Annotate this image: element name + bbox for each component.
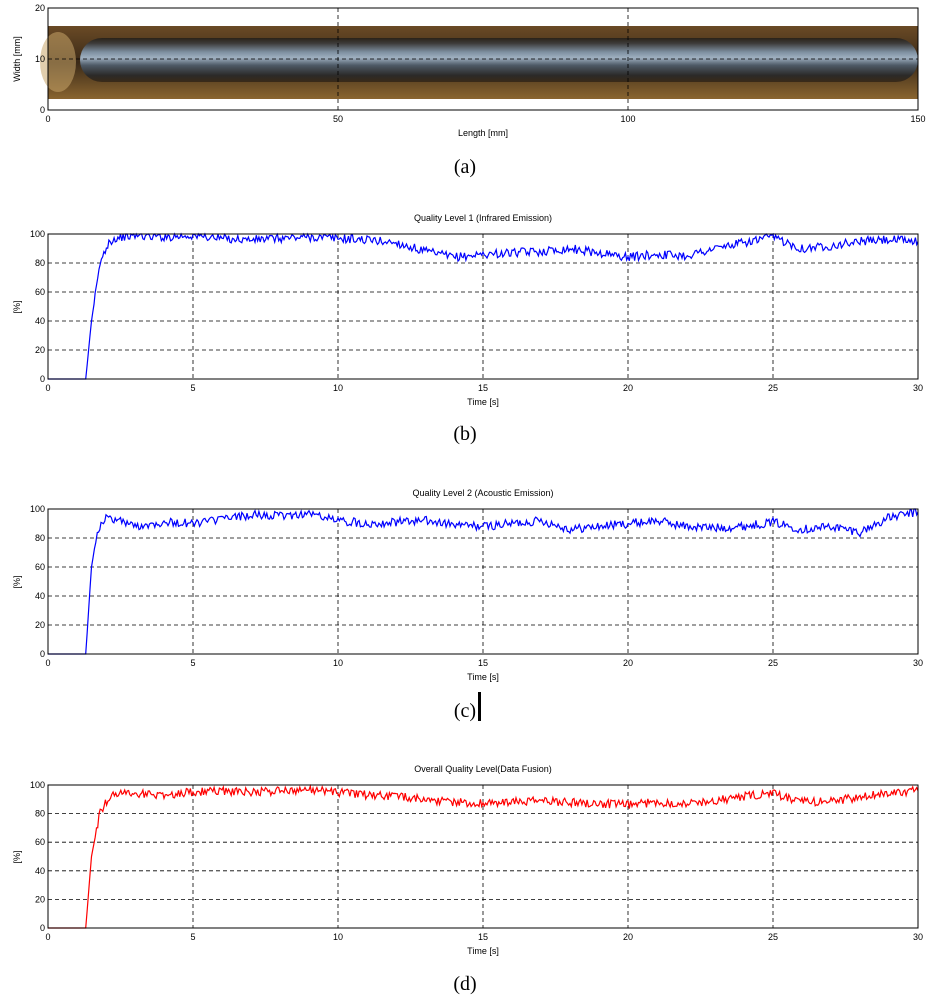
- x-tick-label: 20: [623, 658, 633, 668]
- caption-c: (c): [454, 700, 476, 722]
- x-tick-label: 5: [190, 383, 195, 393]
- x-tick-label: 10: [333, 932, 343, 942]
- y-tick-label: 60: [35, 837, 45, 847]
- x-tick-label: 25: [768, 383, 778, 393]
- weld-image-plot: 0 50 100 150 0 10 20 Length [mm] Width [mm] (a…: [12, 3, 926, 178]
- weld-start-glare: [40, 32, 76, 92]
- y-axis-label: [%]: [12, 575, 22, 588]
- x-tick-label: 10: [333, 658, 343, 668]
- x-axis-label: Time [s]: [467, 946, 499, 956]
- text-cursor: [478, 692, 481, 721]
- x-tick-label: 15: [478, 658, 488, 668]
- y-tick-label: 100: [30, 780, 45, 790]
- x-tick-label: 0: [45, 383, 50, 393]
- chart-title: Quality Level 2 (Acoustic Emission): [412, 488, 553, 498]
- y-axis-label: Width [mm]: [12, 36, 22, 82]
- y-tick-label: 20: [35, 620, 45, 630]
- y-tick-label: 80: [35, 809, 45, 819]
- y-tick-label: 60: [35, 562, 45, 572]
- plot-frame: [47, 508, 919, 655]
- weld-bead-image: [80, 38, 918, 82]
- y-axis-label: [%]: [12, 850, 22, 863]
- x-axis-label: Time [s]: [467, 672, 499, 682]
- y-tick-label: 0: [40, 923, 45, 933]
- caption-d: (d): [453, 973, 476, 995]
- y-tick-label: 40: [35, 591, 45, 601]
- x-tick-label: 25: [768, 932, 778, 942]
- x-tick-label: 0: [45, 658, 50, 668]
- overall-quality-plot: Overall Quality Level(Data Fusion) 0 5 10 1…: [12, 764, 923, 995]
- y-tick-label: 20: [35, 3, 45, 13]
- y-tick-label: 10: [35, 54, 45, 64]
- quality-level-2-plot: Quality Level 2 (Acoustic Emission) 0 5 10…: [12, 488, 923, 722]
- x-tick-label: 25: [768, 658, 778, 668]
- y-tick-label: 0: [40, 649, 45, 659]
- y-tick-label: 40: [35, 866, 45, 876]
- x-tick-label: 100: [620, 114, 635, 124]
- x-tick-label: 0: [45, 114, 50, 124]
- x-tick-label: 5: [190, 932, 195, 942]
- x-tick-label: 15: [478, 383, 488, 393]
- x-tick-label: 150: [910, 114, 925, 124]
- y-tick-label: 80: [35, 533, 45, 543]
- series-line: [48, 783, 919, 929]
- caption-a: (a): [454, 156, 476, 178]
- x-tick-label: 10: [333, 383, 343, 393]
- quality-level-1-plot: Quality Level 1 (Infrared Emission) 0 5 10…: [12, 213, 923, 445]
- y-tick-label: 0: [40, 105, 45, 115]
- x-tick-label: 0: [45, 932, 50, 942]
- y-tick-label: 80: [35, 258, 45, 268]
- chart-title: Quality Level 1 (Infrared Emission): [414, 213, 552, 223]
- x-tick-label: 20: [623, 932, 633, 942]
- plot-frame: [47, 233, 919, 380]
- y-tick-label: 100: [30, 229, 45, 239]
- x-tick-label: 20: [623, 383, 633, 393]
- series-line: [48, 508, 919, 655]
- plot-frame: [47, 7, 919, 111]
- x-tick-label: 30: [913, 383, 923, 393]
- caption-b: (b): [453, 423, 476, 445]
- y-axis-label: [%]: [12, 300, 22, 313]
- y-tick-label: 100: [30, 504, 45, 514]
- x-tick-label: 15: [478, 932, 488, 942]
- y-tick-label: 20: [35, 345, 45, 355]
- x-tick-label: 50: [333, 114, 343, 124]
- x-axis-label: Time [s]: [467, 397, 499, 407]
- y-tick-label: 40: [35, 316, 45, 326]
- y-tick-label: 60: [35, 287, 45, 297]
- x-tick-label: 30: [913, 932, 923, 942]
- y-tick-label: 20: [35, 894, 45, 904]
- chart-title: Overall Quality Level(Data Fusion): [414, 764, 552, 774]
- plot-frame: [47, 784, 919, 929]
- x-tick-label: 30: [913, 658, 923, 668]
- y-tick-label: 0: [40, 374, 45, 384]
- x-axis-label: Length [mm]: [458, 128, 508, 138]
- x-tick-label: 5: [190, 658, 195, 668]
